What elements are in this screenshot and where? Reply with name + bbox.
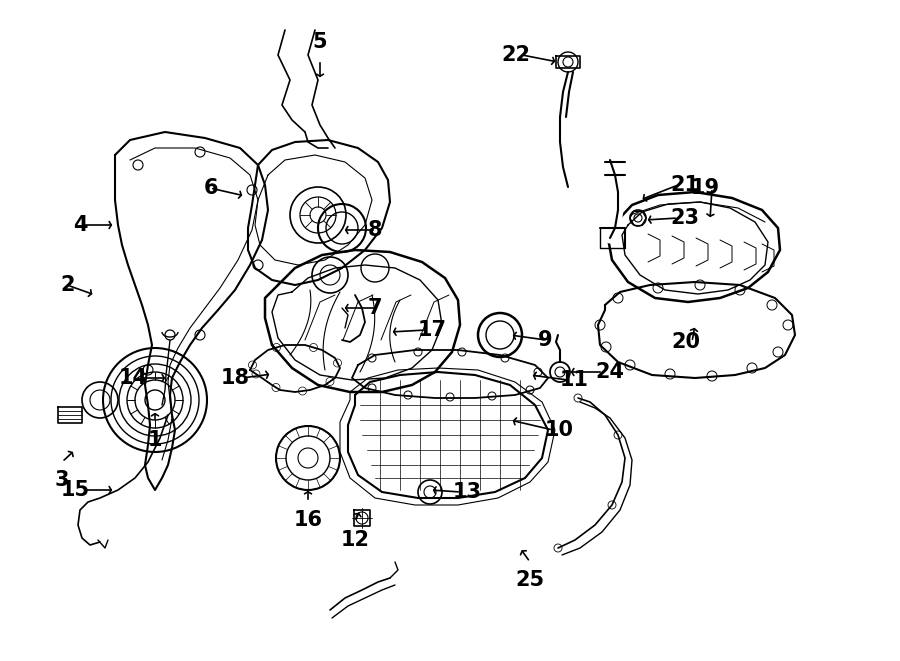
Text: 1: 1 [148, 430, 162, 450]
Text: 24: 24 [595, 362, 624, 382]
Text: 8: 8 [368, 220, 382, 240]
Text: 6: 6 [203, 178, 218, 198]
Text: 21: 21 [670, 175, 699, 195]
Text: 22: 22 [501, 45, 530, 65]
Text: 3: 3 [55, 470, 69, 490]
Text: 5: 5 [312, 32, 328, 52]
Text: 4: 4 [74, 215, 88, 235]
Text: 10: 10 [545, 420, 574, 440]
Text: 19: 19 [691, 178, 720, 198]
Text: 2: 2 [60, 275, 75, 295]
Text: 14: 14 [119, 368, 148, 388]
Text: 9: 9 [538, 330, 553, 350]
Text: 17: 17 [418, 320, 447, 340]
Text: 16: 16 [293, 510, 322, 530]
Text: 12: 12 [340, 530, 370, 550]
Text: 13: 13 [453, 482, 482, 502]
Text: 15: 15 [61, 480, 90, 500]
Text: 11: 11 [560, 370, 589, 390]
Text: 25: 25 [516, 570, 544, 590]
Text: 7: 7 [368, 298, 382, 318]
Text: 20: 20 [671, 332, 700, 352]
Text: 18: 18 [221, 368, 250, 388]
Text: 23: 23 [670, 208, 699, 228]
